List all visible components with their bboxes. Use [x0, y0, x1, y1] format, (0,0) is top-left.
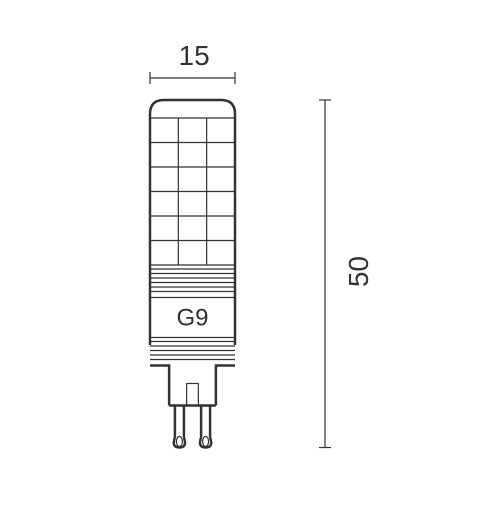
height-dimension-label: 50 [343, 256, 375, 287]
svg-text:G9: G9 [176, 305, 208, 332]
bulb-technical-drawing: G9 15 50 [0, 0, 500, 500]
width-dimension-label: 15 [179, 40, 210, 72]
drawing-svg: G9 [0, 0, 500, 500]
